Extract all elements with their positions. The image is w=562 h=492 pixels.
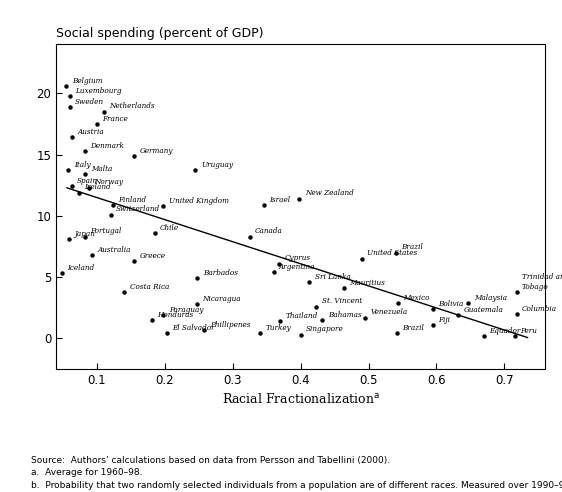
Text: Peru: Peru [520, 327, 537, 335]
Text: Turkey: Turkey [265, 324, 291, 332]
Text: Source:  Authors’ calculations based on data from Persson and Tabellini (2000).
: Source: Authors’ calculations based on d… [31, 456, 562, 490]
Text: Bolivia: Bolivia [438, 300, 464, 308]
Text: Japan: Japan [75, 230, 96, 238]
Text: Chile: Chile [160, 224, 179, 232]
Text: Switzerland: Switzerland [116, 205, 160, 214]
Text: Ireland: Ireland [84, 184, 111, 191]
Text: Guatemala: Guatemala [464, 306, 504, 314]
Text: Brazil: Brazil [402, 324, 424, 332]
Text: Uruguay: Uruguay [201, 161, 233, 169]
Text: Canada: Canada [255, 227, 283, 236]
Text: Israel: Israel [269, 196, 291, 204]
Text: United States: United States [367, 249, 418, 257]
Text: Trinidad and
Tobago: Trinidad and Tobago [522, 274, 562, 291]
Text: France: France [102, 115, 128, 123]
Text: Luxembourg: Luxembourg [75, 87, 122, 94]
Text: Equador: Equador [490, 327, 521, 335]
Text: Germany: Germany [140, 147, 173, 154]
Text: Norway: Norway [94, 179, 123, 186]
Text: Austria: Austria [77, 128, 104, 136]
Text: Fiji: Fiji [438, 316, 451, 324]
Text: Finland: Finland [118, 196, 146, 204]
Text: Paraguay: Paraguay [169, 306, 203, 314]
Text: Malta: Malta [91, 165, 112, 173]
Text: Spain: Spain [77, 177, 98, 185]
Text: Belgium: Belgium [72, 77, 102, 85]
Text: Honduras: Honduras [157, 311, 194, 319]
Text: Sweden: Sweden [75, 97, 104, 106]
Text: Social spending (percent of GDP): Social spending (percent of GDP) [56, 28, 264, 40]
Text: Thailand: Thailand [285, 312, 318, 320]
Text: Venezuela: Venezuela [370, 308, 408, 316]
Text: Argentina: Argentina [279, 263, 315, 271]
Text: St. Vincent: St. Vincent [321, 297, 362, 305]
Text: Bahamas: Bahamas [328, 311, 361, 319]
Text: Nicaragua: Nicaragua [202, 295, 241, 303]
Text: Iceland: Iceland [67, 264, 94, 272]
X-axis label: Racial Fractionalization$^{\mathrm{a}}$: Racial Fractionalization$^{\mathrm{a}}$ [222, 393, 379, 406]
Text: Italy: Italy [74, 161, 90, 169]
Text: Costa Rica: Costa Rica [129, 282, 169, 291]
Text: Sri Lanka: Sri Lanka [315, 273, 351, 281]
Text: Denmark: Denmark [90, 142, 124, 150]
Text: Malaysia: Malaysia [474, 294, 507, 302]
Text: El Salvador: El Salvador [173, 324, 215, 332]
Text: Netherlands: Netherlands [109, 102, 155, 110]
Text: Barbados: Barbados [203, 269, 238, 277]
Text: Brazil: Brazil [401, 244, 423, 251]
Text: Mauritius: Mauritius [350, 279, 386, 287]
Text: Singapore: Singapore [306, 326, 344, 334]
Text: Portugal: Portugal [90, 227, 121, 236]
Text: Columbia: Columbia [522, 305, 557, 312]
Text: United Kingdom: United Kingdom [169, 197, 229, 205]
Text: Greece: Greece [140, 252, 166, 260]
Text: Australia: Australia [98, 246, 131, 254]
Text: Phillipenes: Phillipenes [210, 321, 250, 329]
Text: Mexico: Mexico [403, 294, 430, 302]
Text: Cyprus: Cyprus [284, 254, 310, 262]
Text: New Zealand: New Zealand [305, 189, 353, 197]
